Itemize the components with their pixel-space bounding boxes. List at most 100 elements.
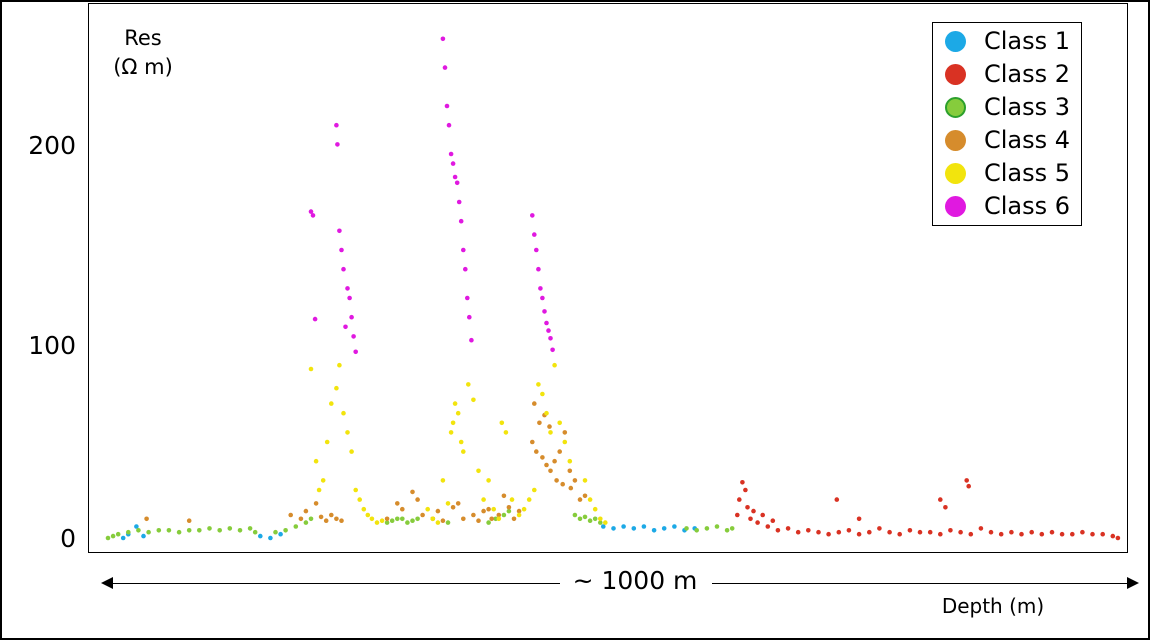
data-point <box>334 122 339 128</box>
data-point <box>440 478 446 483</box>
legend-marker-class-5 <box>945 162 966 184</box>
data-point <box>816 529 821 535</box>
legend-marker-class-4 <box>945 129 966 151</box>
data-point <box>988 529 994 535</box>
data-point <box>353 487 359 493</box>
data-point <box>938 497 943 502</box>
data-point <box>1019 531 1024 537</box>
data-point <box>217 528 222 533</box>
data-point <box>420 512 425 518</box>
series-class-4 <box>144 401 588 523</box>
data-point <box>353 349 359 355</box>
x-axis-label: Depth (m) <box>941 594 1045 618</box>
data-point <box>547 424 552 429</box>
y-axis-label-line2: (Ω m) <box>113 55 173 79</box>
data-point <box>846 528 852 533</box>
data-point <box>562 430 568 435</box>
data-point <box>735 512 740 518</box>
data-point <box>456 199 462 205</box>
data-point <box>714 524 720 529</box>
data-point <box>197 528 202 533</box>
data-point <box>567 458 573 464</box>
data-point <box>560 481 565 487</box>
data-point <box>631 526 637 531</box>
data-point <box>349 449 354 454</box>
data-point <box>1080 529 1085 535</box>
data-point <box>481 508 486 514</box>
data-point <box>557 449 562 454</box>
data-point <box>998 531 1004 537</box>
data-point <box>496 512 502 518</box>
data-point <box>343 324 348 330</box>
data-point <box>651 528 657 533</box>
data-point <box>308 516 314 522</box>
data-point <box>461 449 466 454</box>
data-point <box>450 161 456 166</box>
data-point <box>146 529 151 535</box>
data-point <box>554 478 559 483</box>
legend-marker-class-2 <box>945 63 966 85</box>
data-point <box>557 420 562 426</box>
data-point <box>1009 529 1014 535</box>
data-point <box>568 485 574 491</box>
data-point <box>544 410 549 416</box>
data-point <box>186 528 192 533</box>
data-point <box>339 247 344 253</box>
data-point <box>536 266 541 272</box>
data-point <box>463 266 468 272</box>
legend-item-class-1: Class 1 <box>945 26 1085 56</box>
data-point <box>540 391 545 397</box>
data-point <box>509 497 515 502</box>
data-point <box>552 362 557 368</box>
data-point <box>537 420 542 426</box>
data-point <box>795 529 801 535</box>
data-point <box>496 516 502 522</box>
data-point <box>444 103 450 109</box>
y-tick-label-200: 200 <box>28 131 76 160</box>
data-point <box>452 401 458 406</box>
legend-label-class-4: Class 4 <box>984 126 1071 154</box>
data-point <box>400 506 405 512</box>
data-point <box>252 529 258 535</box>
data-point <box>964 478 969 483</box>
data-point <box>471 397 476 403</box>
right-arrow-icon <box>1127 577 1139 589</box>
data-point <box>481 497 486 502</box>
data-point <box>384 516 390 522</box>
data-point <box>516 508 522 514</box>
data-point <box>582 514 588 520</box>
data-point <box>452 174 458 180</box>
data-point <box>501 512 507 518</box>
data-point <box>1029 529 1034 535</box>
data-point <box>258 533 263 539</box>
data-point <box>141 533 146 539</box>
data-point <box>316 487 322 493</box>
data-point <box>1100 531 1105 537</box>
data-point <box>310 213 316 218</box>
data-point <box>1049 529 1055 535</box>
data-point <box>486 478 491 483</box>
data-point <box>927 529 933 535</box>
data-point <box>506 508 512 514</box>
data-point <box>587 518 593 523</box>
data-point <box>395 516 400 522</box>
data-point <box>329 401 334 406</box>
data-point <box>503 430 509 435</box>
y-axis-label: Res (Ω m) <box>100 24 186 82</box>
data-point <box>442 65 448 70</box>
data-point <box>435 508 441 514</box>
data-point <box>379 518 385 523</box>
data-point <box>917 529 923 535</box>
data-point <box>369 516 375 522</box>
data-point <box>938 531 943 537</box>
data-point <box>445 520 451 525</box>
data-point <box>430 516 436 522</box>
data-point <box>958 529 963 535</box>
data-point <box>611 526 616 531</box>
legend-marker-class-3 <box>945 96 966 118</box>
data-point <box>410 518 415 523</box>
data-point <box>329 512 334 518</box>
data-point <box>751 508 756 514</box>
data-point <box>530 439 535 445</box>
data-point <box>454 180 460 186</box>
